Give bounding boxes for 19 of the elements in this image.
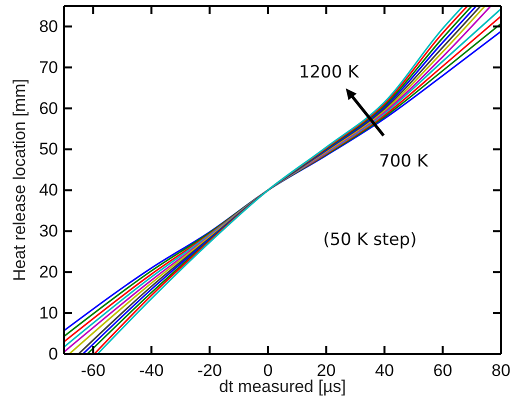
x-tick-label: -60	[80, 361, 106, 380]
annotation: 1200 K	[298, 62, 360, 82]
y-tick-label: 30	[39, 222, 58, 241]
y-tick-label: 60	[39, 98, 58, 118]
y-tick-label: 10	[39, 304, 58, 322]
y-tick-label: 20	[39, 262, 58, 282]
x-tick-label: -20	[197, 361, 222, 380]
x-tick-label: 80	[492, 361, 510, 380]
y-tick-label: 0	[48, 344, 58, 364]
annotation: 700 K	[379, 151, 429, 172]
y-tick-label: 40	[39, 180, 58, 200]
x-tick-label: -40	[139, 361, 164, 380]
y-tick-label: 70	[39, 58, 58, 77]
x-tick-label: 40	[375, 361, 394, 380]
x-tick-label: 60	[433, 361, 452, 380]
annotation: (50 K step)	[323, 230, 417, 250]
y-axis-title: Heat release location [mm]	[10, 78, 29, 282]
y-tick-label: 50	[39, 140, 58, 159]
y-tick-label: 80	[39, 16, 58, 36]
